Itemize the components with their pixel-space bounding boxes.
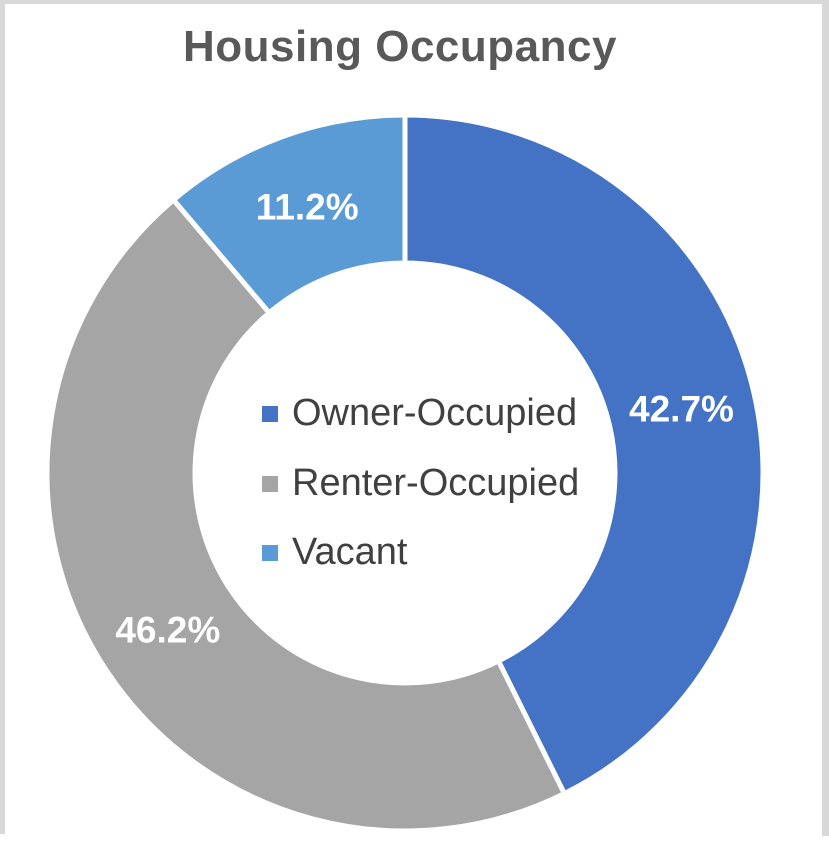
data-label-renter-occupied: 46.2% <box>115 610 220 651</box>
donut-segment-vacant[interactable] <box>170 112 408 317</box>
donut-segment-owner-occupied[interactable] <box>402 112 766 797</box>
legend-item-renter-occupied[interactable]: Renter-Occupied <box>262 462 579 506</box>
donut-segment-renter-occupied[interactable] <box>44 196 568 834</box>
legend-swatch-vacant <box>262 545 278 562</box>
legend-label: Vacant <box>292 531 408 574</box>
chart-legend: Owner-Occupied Renter-Occupied Vacant <box>262 392 579 575</box>
legend-label: Owner-Occupied <box>292 392 578 434</box>
legend-item-vacant[interactable]: Vacant <box>262 531 579 575</box>
screen-edge-right <box>822 0 829 836</box>
data-label-vacant: 11.2% <box>256 187 359 228</box>
legend-swatch-renter-occupied <box>262 475 278 492</box>
legend-item-owner-occupied[interactable]: Owner-Occupied <box>262 392 579 436</box>
screen-edge-top <box>0 0 829 4</box>
legend-label: Renter-Occupied <box>292 461 580 504</box>
screen-edge-left <box>0 0 5 834</box>
data-label-owner-occupied: 42.7% <box>629 388 734 429</box>
chart-title: Housing Occupancy <box>183 22 617 71</box>
legend-swatch-owner-occupied <box>262 405 278 422</box>
